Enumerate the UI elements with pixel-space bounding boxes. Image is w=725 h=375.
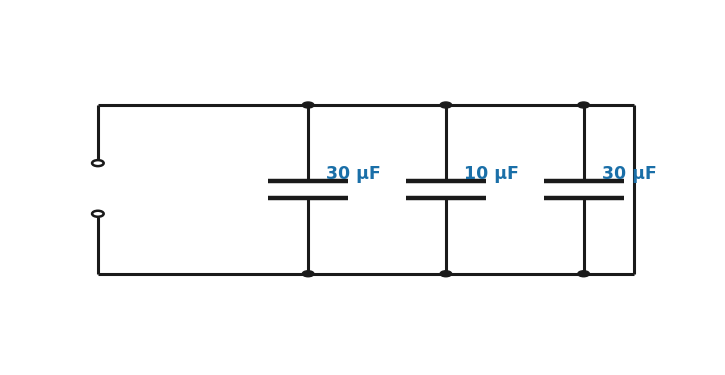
Text: 30 μF: 30 μF (326, 165, 381, 183)
Circle shape (302, 271, 314, 277)
Text: 10 μF: 10 μF (464, 165, 519, 183)
Circle shape (302, 102, 314, 108)
Circle shape (440, 271, 452, 277)
Circle shape (578, 271, 589, 277)
Circle shape (92, 211, 104, 217)
Text: 30 μF: 30 μF (602, 165, 657, 183)
Circle shape (92, 160, 104, 166)
Circle shape (578, 102, 589, 108)
Circle shape (440, 102, 452, 108)
